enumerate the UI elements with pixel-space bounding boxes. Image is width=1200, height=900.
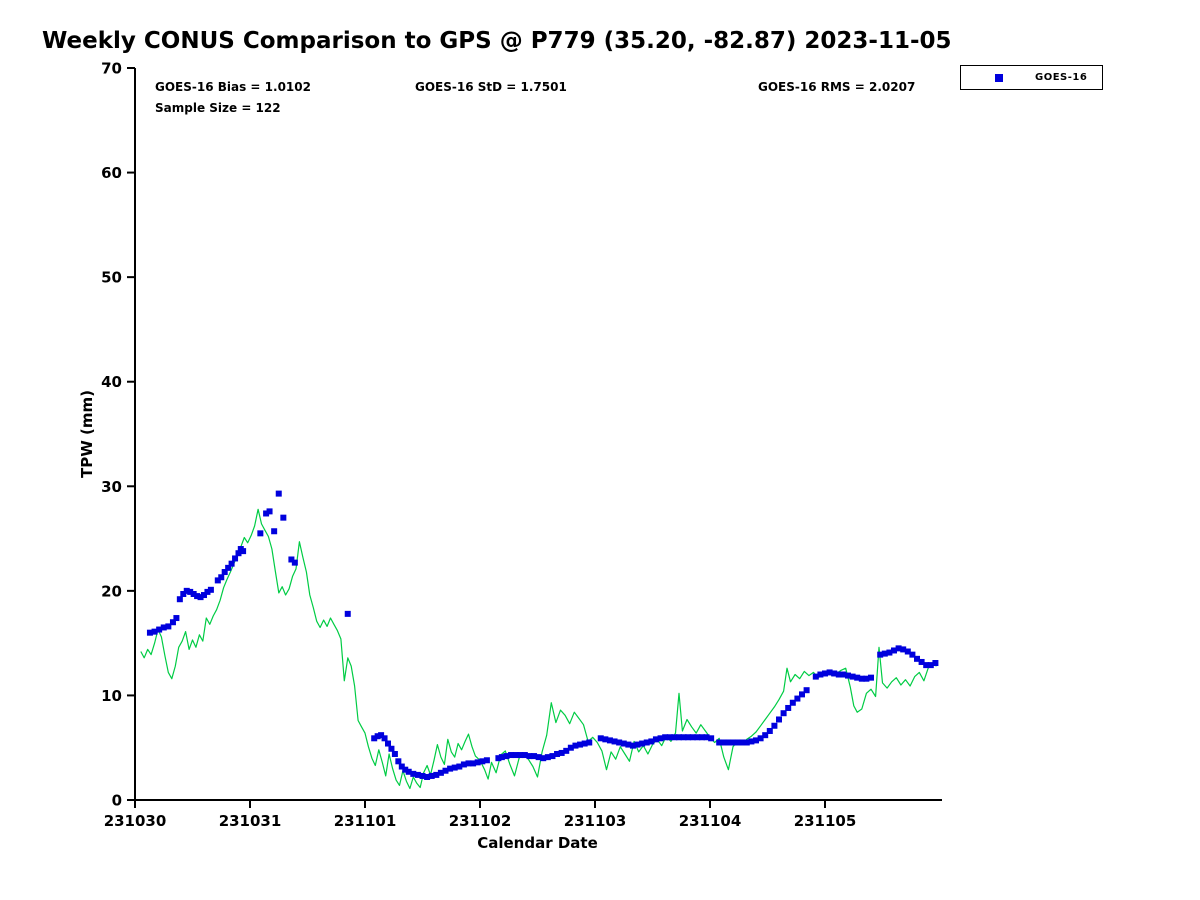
svg-text:231031: 231031 [219,812,282,830]
stat-bias: GOES-16 Bias = 1.0102 [155,80,311,94]
legend: GOES-16 [960,65,1103,90]
svg-text:TPW (mm): TPW (mm) [78,390,96,478]
svg-text:20: 20 [101,582,122,600]
chart-title: Weekly CONUS Comparison to GPS @ P779 (3… [42,28,952,54]
svg-text:60: 60 [101,164,122,182]
svg-text:231030: 231030 [104,812,167,830]
svg-text:231104: 231104 [679,812,742,830]
goes16-legend-marker-icon [995,73,1003,82]
stat-sample-size: Sample Size = 122 [155,101,281,115]
svg-text:50: 50 [101,269,122,287]
svg-text:231103: 231103 [564,812,627,830]
svg-text:231105: 231105 [794,812,857,830]
svg-text:30: 30 [101,478,122,496]
stat-std: GOES-16 StD = 1.7501 [415,80,567,94]
svg-text:231102: 231102 [449,812,512,830]
svg-text:10: 10 [101,687,122,705]
stat-rms: GOES-16 RMS = 2.0207 [758,80,916,94]
svg-text:231101: 231101 [334,812,397,830]
svg-text:0: 0 [112,792,122,810]
svg-text:40: 40 [101,373,122,391]
svg-text:Calendar Date: Calendar Date [477,834,598,852]
svg-text:70: 70 [101,60,122,78]
goes16-legend-label: GOES-16 [1035,72,1088,83]
